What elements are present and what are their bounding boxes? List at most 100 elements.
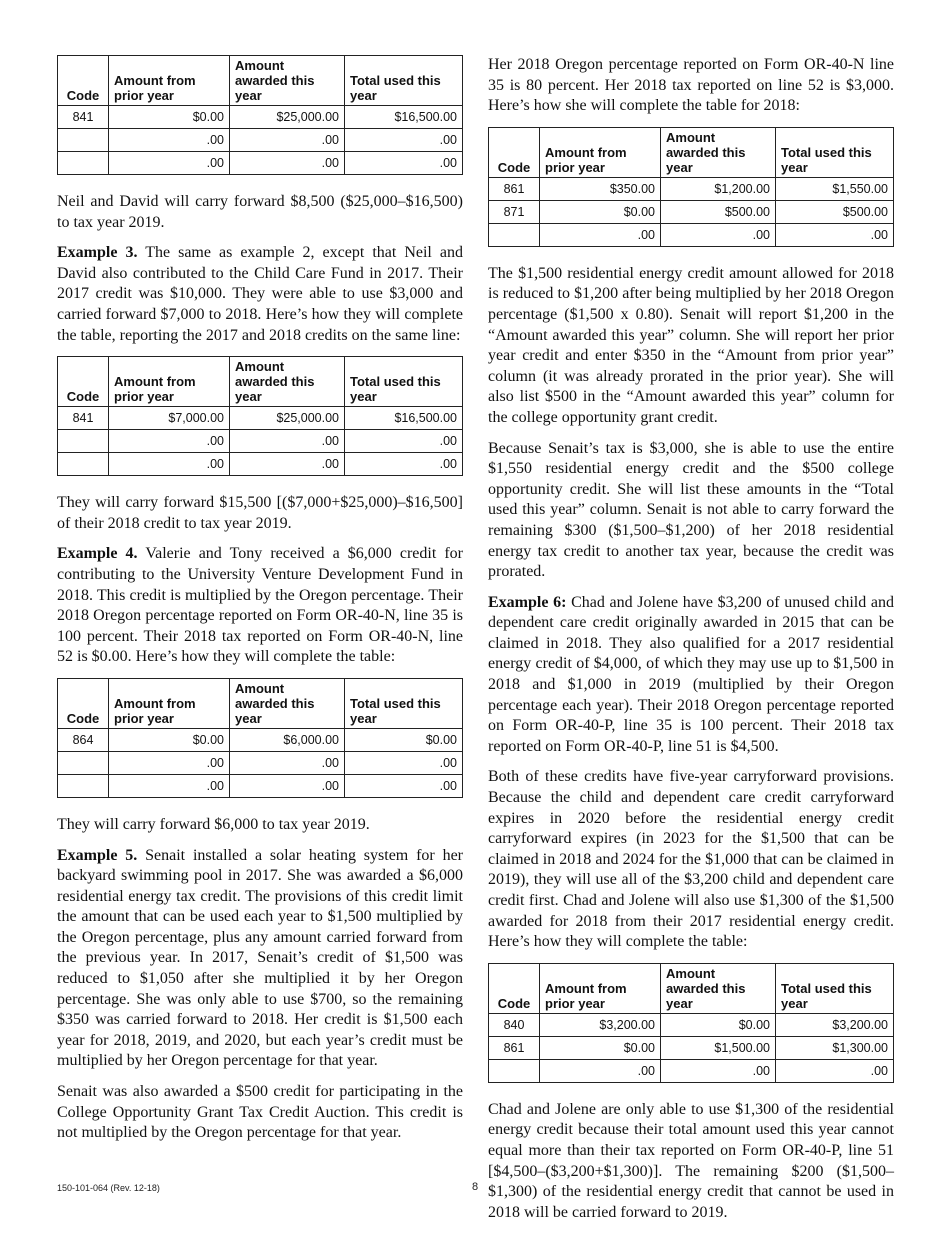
amount-cell: $1,300.00 bbox=[775, 1035, 894, 1060]
amount-cell: $1,200.00 bbox=[660, 176, 776, 201]
amount-cell: $0.00 bbox=[660, 1012, 776, 1037]
table-row: .00.00.00 bbox=[57, 128, 463, 152]
amount-cell: .00 bbox=[108, 429, 230, 454]
paragraph: Example 3. The same as example 2, except… bbox=[57, 243, 463, 346]
amount-cell: $3,200.00 bbox=[775, 1012, 894, 1037]
paragraph: Both of these credits have five-year car… bbox=[488, 767, 894, 952]
credit-table: Code Amount from prior year Amount awarded… bbox=[488, 126, 894, 247]
amount-cell: .00 bbox=[229, 151, 345, 175]
paragraph-text: Senait was also awarded a $500 credit fo… bbox=[57, 1083, 463, 1142]
code-cell bbox=[57, 750, 109, 775]
amount-cell: .00 bbox=[344, 128, 463, 152]
paragraph: Neil and David will carry forward $8,500… bbox=[57, 192, 463, 233]
column-header: Code bbox=[488, 126, 540, 178]
paragraph: Example 5. Senait installed a solar heat… bbox=[57, 846, 463, 1073]
code-cell bbox=[488, 222, 540, 247]
amount-cell: $3,200.00 bbox=[539, 1012, 661, 1037]
amount-cell: $6,000.00 bbox=[229, 727, 345, 752]
paragraph-text: Valerie and Tony received a $6,000 credi… bbox=[57, 545, 463, 666]
table-header-row: Code Amount from prior year Amount awarded… bbox=[57, 356, 463, 408]
column-header: Code bbox=[488, 962, 540, 1014]
paragraph-text: The same as example 2, except that Neil … bbox=[57, 244, 463, 344]
table-header-row: Code Amount from prior year Amount awarded… bbox=[57, 55, 463, 106]
amount-cell: .00 bbox=[539, 1058, 661, 1083]
amount-cell: .00 bbox=[660, 1058, 776, 1083]
table-row: 840 $3,200.00 $0.00 $3,200.00 bbox=[488, 1012, 894, 1037]
amount-cell: $0.00 bbox=[108, 727, 230, 752]
column-header: Total used this year bbox=[344, 677, 463, 729]
page-number: 8 bbox=[472, 1181, 479, 1193]
code-cell: 861 bbox=[488, 176, 540, 201]
table-row: .00.00.00 bbox=[488, 222, 894, 247]
amount-cell: .00 bbox=[775, 222, 894, 247]
paragraph-text: Her 2018 Oregon percentage reported on F… bbox=[488, 56, 894, 115]
amount-cell: .00 bbox=[344, 750, 463, 775]
column-header: Total used this year bbox=[775, 126, 894, 178]
column-header: Amount from prior year bbox=[108, 55, 230, 106]
code-cell: 840 bbox=[488, 1012, 540, 1037]
left-column: Code Amount from prior year Amount awarded… bbox=[57, 55, 463, 1154]
column-header: Code bbox=[57, 356, 109, 408]
amount-cell: $500.00 bbox=[775, 199, 894, 224]
table-row: 841 $7,000.00 $25,000.00 $16,500.00 bbox=[57, 406, 463, 431]
code-cell bbox=[57, 429, 109, 454]
code-cell bbox=[488, 1058, 540, 1083]
table-row: .00.00.00 bbox=[57, 773, 463, 798]
paragraph-text: Neil and David will carry forward $8,500… bbox=[57, 193, 463, 231]
credit-table: Code Amount from prior year Amount awarded… bbox=[57, 677, 463, 798]
table-header-row: Code Amount from prior year Amount awarded… bbox=[488, 962, 894, 1014]
paragraph-text: The $1,500 residential energy credit amo… bbox=[488, 264, 894, 426]
amount-cell: $350.00 bbox=[539, 176, 661, 201]
amount-cell: .00 bbox=[108, 128, 230, 152]
credit-table: Code Amount from prior year Amount awarded… bbox=[57, 55, 463, 175]
table-row: 841 $0.00 $25,000.00 $16,500.00 bbox=[57, 105, 463, 129]
amount-cell: .00 bbox=[229, 750, 345, 775]
column-header: Total used this year bbox=[344, 356, 463, 408]
paragraph: They will carry forward $6,000 to tax ye… bbox=[57, 815, 463, 836]
column-header: Amount from prior year bbox=[108, 677, 230, 729]
paragraph-text: Chad and Jolene have $3,200 of unused ch… bbox=[488, 593, 895, 755]
column-header: Code bbox=[57, 55, 109, 106]
paragraph-text: They will carry forward $6,000 to tax ye… bbox=[57, 815, 370, 833]
column-header: Amount from prior year bbox=[108, 356, 230, 408]
table-header-row: Code Amount from prior year Amount awarded… bbox=[488, 126, 894, 178]
form-id: 150-101-064 (Rev. 12-18) bbox=[57, 1183, 160, 1193]
amount-cell: .00 bbox=[108, 750, 230, 775]
code-cell: 861 bbox=[488, 1035, 540, 1060]
paragraph-text: Both of these credits have five-year car… bbox=[488, 768, 894, 951]
table-header-row: Code Amount from prior year Amount awarded… bbox=[57, 677, 463, 729]
paragraph-text: Because Senait’s tax is $3,000, she is a… bbox=[488, 439, 894, 581]
table-row: 871 $0.00 $500.00 $500.00 bbox=[488, 199, 894, 224]
paragraph-text: Senait installed a solar heating system … bbox=[57, 846, 463, 1070]
paragraph: Example 6: Chad and Jolene have $3,200 o… bbox=[488, 593, 894, 758]
column-header: Amount awarded this year bbox=[229, 677, 345, 729]
table-row: 861 $350.00 $1,200.00 $1,550.00 bbox=[488, 176, 894, 201]
amount-cell: .00 bbox=[229, 128, 345, 152]
column-header: Amount awarded this year bbox=[229, 55, 345, 106]
amount-cell: $0.00 bbox=[108, 105, 230, 129]
amount-cell: .00 bbox=[344, 429, 463, 454]
code-cell: 841 bbox=[57, 105, 109, 129]
amount-cell: .00 bbox=[344, 452, 463, 477]
amount-cell: .00 bbox=[108, 773, 230, 798]
table-row: .00.00.00 bbox=[57, 429, 463, 454]
column-header: Amount awarded this year bbox=[660, 126, 776, 178]
paragraph-text: Chad and Jolene are only able to use $1,… bbox=[488, 1100, 894, 1221]
paragraph: Example 4. Valerie and Tony received a $… bbox=[57, 544, 463, 668]
amount-cell: .00 bbox=[108, 452, 230, 477]
amount-cell: $1,500.00 bbox=[660, 1035, 776, 1060]
example-label: Example 3. bbox=[57, 244, 138, 262]
paragraph: The $1,500 residential energy credit amo… bbox=[488, 264, 894, 429]
column-header: Amount from prior year bbox=[539, 962, 661, 1014]
amount-cell: $25,000.00 bbox=[229, 406, 345, 431]
amount-cell: $0.00 bbox=[344, 727, 463, 752]
amount-cell: $16,500.00 bbox=[344, 105, 463, 129]
amount-cell: .00 bbox=[344, 773, 463, 798]
code-cell bbox=[57, 773, 109, 798]
column-header: Amount awarded this year bbox=[229, 356, 345, 408]
amount-cell: $0.00 bbox=[539, 1035, 661, 1060]
code-cell bbox=[57, 151, 109, 175]
amount-cell: $25,000.00 bbox=[229, 105, 345, 129]
right-column: Her 2018 Oregon percentage reported on F… bbox=[488, 55, 894, 1233]
amount-cell: $7,000.00 bbox=[108, 406, 230, 431]
